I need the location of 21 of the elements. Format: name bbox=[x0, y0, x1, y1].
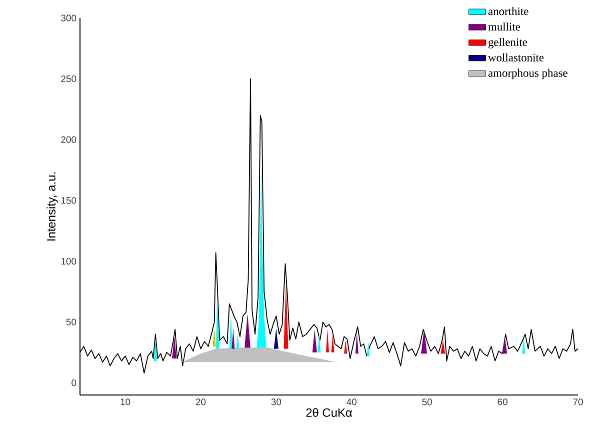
legend-label: anorthite bbox=[488, 7, 528, 16]
x-axis-title: 2θ CuKα bbox=[306, 408, 352, 417]
x-tick-label: 70 bbox=[573, 398, 583, 406]
legend-label: wollastonite bbox=[488, 53, 544, 62]
x-tick-label: 60 bbox=[498, 398, 508, 406]
legend-label: mullite bbox=[488, 22, 520, 31]
x-tick-label: 20 bbox=[196, 398, 206, 406]
x-tick-label: 40 bbox=[346, 398, 357, 406]
y-tick-label: 50 bbox=[66, 318, 76, 326]
x-tick-label: 50 bbox=[422, 398, 432, 406]
y-tick-label: 150 bbox=[61, 197, 76, 204]
y-tick-label: 300 bbox=[61, 14, 76, 22]
y-tick-label: 250 bbox=[61, 75, 76, 82]
y-tick-label: 100 bbox=[61, 258, 76, 265]
legend-label: gellenite bbox=[488, 38, 528, 48]
y-axis-title: Intensity, a.u. bbox=[46, 172, 58, 240]
y-tick-label: 0 bbox=[72, 379, 76, 386]
y-tick-label: 200 bbox=[61, 136, 76, 143]
legend-label: amorphous phase bbox=[488, 68, 568, 80]
x-tick-label: 10 bbox=[120, 398, 130, 406]
x-tick-label: 30 bbox=[271, 398, 282, 406]
